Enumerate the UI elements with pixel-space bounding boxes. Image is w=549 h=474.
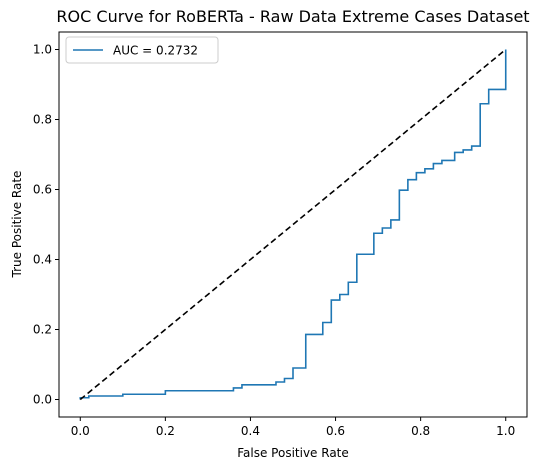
y-axis-ticks: 0.0 0.2 0.4 0.6 0.8 1.0 bbox=[33, 43, 59, 407]
x-tick-label: 1.0 bbox=[496, 424, 515, 438]
legend-box bbox=[65, 36, 219, 64]
diagonal-reference-line bbox=[79, 48, 507, 401]
y-axis-label: True Positive Rate bbox=[10, 171, 24, 279]
x-axis-label: False Positive Rate bbox=[237, 446, 349, 460]
x-tick-label: 0.0 bbox=[71, 424, 90, 438]
x-tick-label: 0.4 bbox=[241, 424, 260, 438]
y-tick-label: 0.8 bbox=[33, 113, 52, 127]
chart-title: ROC Curve for RoBERTa - Raw Data Extreme… bbox=[56, 7, 529, 26]
plot-frame bbox=[58, 31, 528, 418]
y-tick-label: 1.0 bbox=[33, 43, 52, 57]
roc-curve-line bbox=[79, 49, 507, 400]
legend-label-series-1: AUC = 0.2732 bbox=[113, 44, 198, 58]
y-tick-label: 0.0 bbox=[33, 393, 52, 407]
x-tick-label: 0.8 bbox=[411, 424, 430, 438]
legend: AUC = 0.2732 bbox=[65, 36, 219, 64]
x-axis-ticks: 0.0 0.2 0.4 0.6 0.8 1.0 bbox=[71, 417, 515, 438]
plot-content bbox=[79, 48, 507, 401]
y-tick-label: 0.6 bbox=[33, 183, 52, 197]
y-tick-label: 0.4 bbox=[33, 253, 52, 267]
y-tick-label: 0.2 bbox=[33, 323, 52, 337]
x-tick-label: 0.2 bbox=[156, 424, 175, 438]
x-tick-label: 0.6 bbox=[326, 424, 345, 438]
